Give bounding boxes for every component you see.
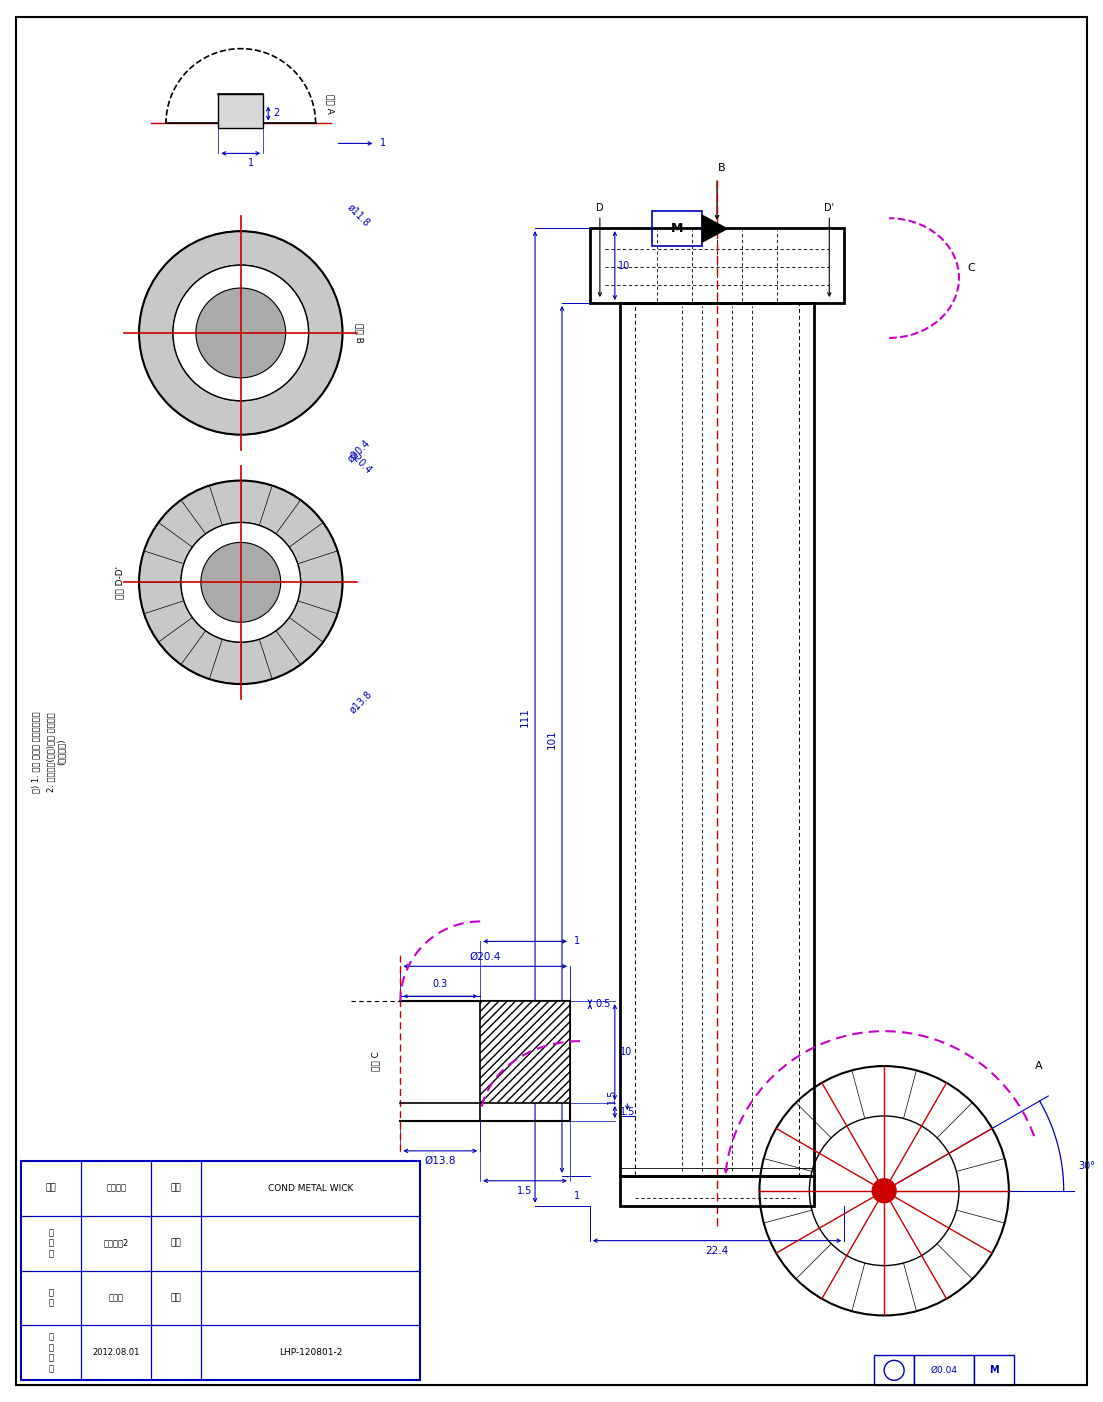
Text: ø20.4: ø20.4 xyxy=(347,449,374,475)
Text: LHP-120801-2: LHP-120801-2 xyxy=(279,1349,342,1357)
Text: 도면: 도면 xyxy=(171,1238,181,1248)
Bar xyxy=(652,212,703,247)
Text: A: A xyxy=(1035,1061,1042,1071)
Text: 도형: 도형 xyxy=(171,1294,181,1302)
Text: 2. 도면기간(용접)분에 용접금지
(사용금지): 2. 도면기간(용접)분에 용접금지 (사용금지) xyxy=(46,712,66,792)
Text: C: C xyxy=(967,264,975,273)
Text: 작성일: 작성일 xyxy=(108,1294,124,1302)
Circle shape xyxy=(181,523,301,642)
Bar xyxy=(620,303,814,1176)
Text: 사각기간: 사각기간 xyxy=(106,1183,126,1193)
Text: 10: 10 xyxy=(620,1047,632,1057)
Text: 작
성: 작 성 xyxy=(49,1288,54,1308)
Bar xyxy=(635,303,800,1176)
Circle shape xyxy=(196,287,286,377)
Text: 0.3: 0.3 xyxy=(432,979,448,990)
Text: Ø13.8: Ø13.8 xyxy=(425,1155,456,1166)
Text: B: B xyxy=(718,163,726,174)
Text: 기
검
승: 기 검 승 xyxy=(49,1228,54,1258)
Text: 2012.08.01: 2012.08.01 xyxy=(93,1349,140,1357)
Text: ø20.4: ø20.4 xyxy=(345,437,372,464)
Bar xyxy=(974,1356,1014,1385)
Circle shape xyxy=(872,1179,896,1203)
Text: M: M xyxy=(671,222,684,236)
Text: 1: 1 xyxy=(248,158,254,168)
Text: 1.5: 1.5 xyxy=(607,1088,617,1103)
Polygon shape xyxy=(703,216,727,243)
Text: 다라며들2: 다라며들2 xyxy=(104,1238,129,1248)
Wedge shape xyxy=(139,231,343,435)
Text: 단면 C: 단면 C xyxy=(372,1052,381,1071)
Text: 1.5: 1.5 xyxy=(620,1108,635,1117)
Text: D': D' xyxy=(824,203,834,213)
Text: 0.5: 0.5 xyxy=(595,1000,610,1009)
Text: 22.4: 22.4 xyxy=(706,1245,729,1256)
Text: 재질: 재질 xyxy=(46,1183,56,1193)
Text: 주) 1. 실제 도면은 도면기준으로: 주) 1. 실제 도면은 도면기준으로 xyxy=(32,711,41,792)
Text: COND METAL WICK: COND METAL WICK xyxy=(268,1183,353,1193)
Bar xyxy=(21,1161,420,1381)
Bar xyxy=(620,1176,814,1206)
Text: 10: 10 xyxy=(618,261,630,271)
Text: 111: 111 xyxy=(520,707,531,726)
Text: 30°: 30° xyxy=(1079,1161,1095,1171)
Text: 단면 A: 단면 A xyxy=(325,94,334,114)
Text: M: M xyxy=(989,1366,998,1375)
Text: D: D xyxy=(596,203,603,213)
Text: 1: 1 xyxy=(381,139,386,149)
Text: 도명: 도명 xyxy=(171,1183,181,1193)
Text: ø13.8: ø13.8 xyxy=(347,688,374,715)
Text: 2: 2 xyxy=(274,108,279,119)
Bar xyxy=(590,229,844,303)
Text: 기
입
일
자: 기 입 일 자 xyxy=(49,1333,54,1373)
Circle shape xyxy=(173,265,309,401)
Text: ø11.8: ø11.8 xyxy=(345,202,372,229)
Bar xyxy=(218,94,264,129)
Text: Ø20.4: Ø20.4 xyxy=(470,952,501,962)
Text: 1: 1 xyxy=(574,937,580,946)
Bar xyxy=(480,1001,570,1103)
Bar xyxy=(875,1356,914,1385)
Text: 101: 101 xyxy=(547,729,557,749)
Text: 단면 D-D': 단면 D-D' xyxy=(115,566,124,599)
Circle shape xyxy=(201,543,280,622)
Text: 1.5: 1.5 xyxy=(517,1186,533,1196)
Text: Ø0.04: Ø0.04 xyxy=(931,1366,957,1375)
Bar xyxy=(914,1356,974,1385)
Wedge shape xyxy=(139,481,343,684)
Text: 단면 B: 단면 B xyxy=(354,322,364,343)
Text: 1: 1 xyxy=(574,1190,580,1200)
